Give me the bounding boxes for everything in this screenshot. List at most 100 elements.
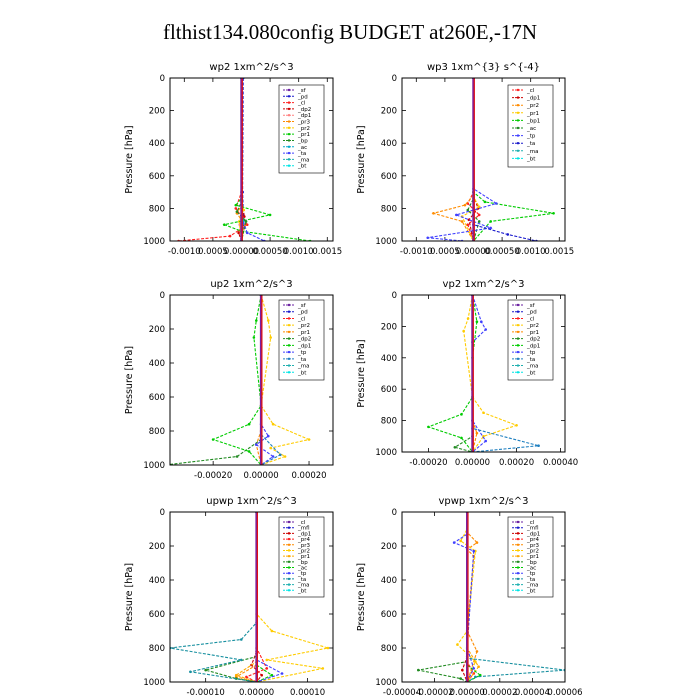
plot-frame bbox=[401, 294, 566, 453]
data-point bbox=[466, 208, 470, 212]
x-tick-label: -0.00010 bbox=[187, 688, 225, 698]
legend-marker bbox=[287, 101, 291, 104]
legend-marker bbox=[516, 344, 520, 347]
legend-label: _bt bbox=[297, 164, 307, 170]
data-point bbox=[252, 336, 256, 339]
legend-label: _ma bbox=[526, 149, 538, 155]
series-line-pr2 bbox=[260, 295, 311, 465]
x-tick-label: 0.00000 bbox=[456, 247, 491, 257]
data-point bbox=[269, 446, 272, 450]
legend-marker bbox=[287, 566, 291, 569]
y-tick-label: 800 bbox=[149, 204, 165, 214]
y-tick-label: 1000 bbox=[143, 237, 165, 247]
legend-marker bbox=[516, 134, 520, 137]
data-point bbox=[479, 320, 483, 323]
chart-6: vpwp 1xm^2/s^3 Pressure [hPa] 0 200 400 600 80… bbox=[356, 496, 583, 698]
data-point bbox=[455, 213, 458, 217]
data-point bbox=[189, 670, 192, 674]
plot-area bbox=[177, 78, 312, 241]
y-tick-label: 200 bbox=[381, 542, 397, 552]
legend-label: _cl bbox=[297, 316, 306, 322]
data-point bbox=[269, 336, 272, 339]
data-point bbox=[283, 455, 287, 458]
legend-box bbox=[507, 516, 554, 598]
x-tick-label: 0.00050 bbox=[485, 247, 520, 257]
legend-marker bbox=[516, 526, 520, 529]
x-tick-label: 0.00020 bbox=[499, 458, 534, 468]
x-tick-label: 0.00006 bbox=[547, 688, 582, 698]
y-tick-label: 400 bbox=[381, 354, 397, 364]
plot-frame bbox=[169, 294, 334, 466]
legend-label: _tp bbox=[526, 350, 536, 356]
chart-title: wp3 1xm^{3} s^{-4} bbox=[427, 62, 540, 73]
legend-label: _mfl bbox=[297, 526, 310, 532]
x-tick-label: -0.00002 bbox=[415, 688, 453, 698]
legend-label: _dp2 bbox=[297, 107, 311, 113]
legend-marker bbox=[516, 357, 520, 361]
legend-marker bbox=[516, 554, 520, 558]
legend-marker bbox=[287, 357, 291, 361]
legend-marker bbox=[516, 537, 520, 541]
legend-label: _bt bbox=[526, 156, 536, 162]
legend-label: _pd bbox=[297, 94, 308, 100]
legend-marker bbox=[516, 119, 520, 122]
data-point bbox=[240, 658, 243, 662]
legend-marker bbox=[287, 337, 291, 340]
legend-marker bbox=[516, 126, 520, 130]
data-point bbox=[463, 203, 467, 207]
legend-marker bbox=[516, 157, 520, 160]
data-point bbox=[265, 667, 269, 670]
legend-label: _ta bbox=[297, 357, 306, 363]
series-line-dp2 bbox=[453, 295, 474, 452]
data-point bbox=[459, 677, 462, 680]
plot-area bbox=[170, 295, 311, 465]
plot-frame bbox=[401, 77, 566, 242]
data-point bbox=[265, 658, 269, 662]
legend-label: _pr1 bbox=[297, 330, 310, 336]
legend-marker bbox=[287, 577, 291, 581]
data-point bbox=[271, 422, 275, 426]
series-line-ac bbox=[466, 512, 482, 682]
legend-marker bbox=[516, 549, 520, 552]
y-tick-label: 0 bbox=[392, 508, 397, 518]
data-point bbox=[552, 211, 555, 215]
x-tick-label: 0.00002 bbox=[482, 688, 517, 698]
series-line-ta bbox=[170, 512, 258, 682]
y-axis-label: Pressure [hPa] bbox=[356, 563, 367, 631]
series-line-bp bbox=[203, 512, 258, 682]
data-point bbox=[475, 650, 479, 653]
legend-marker bbox=[287, 560, 291, 564]
legend-label: _pr2 bbox=[297, 323, 310, 329]
data-point bbox=[482, 411, 485, 415]
legend-marker bbox=[516, 371, 520, 374]
data-point bbox=[235, 455, 239, 458]
legend-label: _ma bbox=[526, 583, 538, 589]
legend-marker bbox=[516, 560, 520, 564]
legend-marker bbox=[516, 96, 520, 99]
legend-label: _sf bbox=[297, 88, 307, 94]
legend-label: _bt bbox=[526, 588, 536, 594]
legend-marker bbox=[516, 364, 520, 367]
series-line-pr1 bbox=[471, 295, 478, 452]
legend-marker bbox=[287, 145, 291, 148]
legend-marker bbox=[516, 317, 520, 320]
legend-label: _pr1 bbox=[526, 554, 539, 560]
series-line-pr3 bbox=[466, 512, 478, 682]
legend-marker bbox=[516, 589, 520, 592]
legend: _cl_mfl_dp1_pr4_pr3_pr2_pr1_bp_ac_tp_ta_… bbox=[278, 516, 325, 598]
plot-area bbox=[426, 78, 555, 241]
y-tick-label: 0 bbox=[160, 74, 165, 84]
data-point bbox=[427, 425, 430, 429]
series-line-dp1 bbox=[426, 295, 478, 452]
data-point bbox=[484, 439, 488, 443]
legend-label: _bp bbox=[297, 138, 308, 144]
data-point bbox=[270, 673, 274, 677]
y-tick-label: 800 bbox=[381, 204, 397, 214]
series-line-pr1 bbox=[466, 512, 480, 682]
legend-marker bbox=[287, 323, 291, 327]
series-line-pr2 bbox=[463, 295, 519, 452]
data-point bbox=[268, 213, 272, 217]
x-tick-label: 0.00000 bbox=[239, 688, 274, 698]
y-tick-label: 800 bbox=[149, 644, 165, 654]
legend-label: _cl bbox=[297, 520, 306, 526]
